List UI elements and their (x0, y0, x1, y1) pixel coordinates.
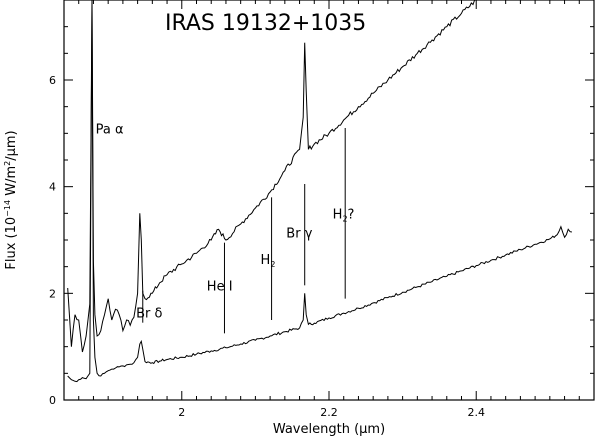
annotation-sub: 2 (342, 215, 347, 224)
annotation-tail: ? (348, 208, 355, 223)
x-label-mu: μ (359, 422, 367, 437)
annotation-he-i: He I (207, 280, 233, 295)
y-label-sq: 2 (3, 161, 12, 166)
annotation-sub: 2 (270, 260, 275, 269)
annotation-h2: H2 (261, 253, 276, 269)
chart-title: IRAS 19132+1035 (165, 11, 366, 36)
y-tick-label: 2 (49, 287, 56, 300)
annotation-h2q: H2? (333, 208, 355, 224)
y-label-exp: −14 (3, 200, 12, 217)
x-axis-label: Wavelength (μm) (273, 422, 385, 437)
y-tick-label: 4 (49, 181, 56, 194)
y-label-tail: /μm) (4, 130, 19, 160)
annotation-main: H (261, 253, 271, 268)
x-tick-label: 2.2 (320, 406, 338, 419)
x-tick-label: 2.4 (467, 406, 485, 419)
annotation-br-delta: Br δ (136, 306, 162, 321)
y-axis-label: Flux (10−14 W/m2/μm) (3, 130, 19, 269)
x-label-main: Wavelength ( (273, 422, 359, 437)
axis-ticks: 2 2.2 2.4 0 2 4 6 (49, 0, 595, 419)
y-tick-label: 0 (49, 394, 56, 407)
y-label-main: Flux (10 (4, 217, 19, 270)
x-tick-label: 2 (178, 406, 185, 419)
annotation-br-gamma: Br γ (286, 226, 312, 241)
series-line-1 (67, 0, 572, 383)
annotation-main: H (333, 208, 343, 223)
y-tick-label: 6 (49, 74, 56, 87)
annotation-pa-alpha: Pa α (96, 122, 124, 137)
x-label-tail: m) (367, 422, 385, 437)
y-label-mid: W/m (4, 166, 19, 200)
line-markers (142, 128, 346, 334)
series-group (67, 0, 572, 383)
plot-frame (63, 0, 595, 401)
series-line-2 (67, 0, 477, 353)
